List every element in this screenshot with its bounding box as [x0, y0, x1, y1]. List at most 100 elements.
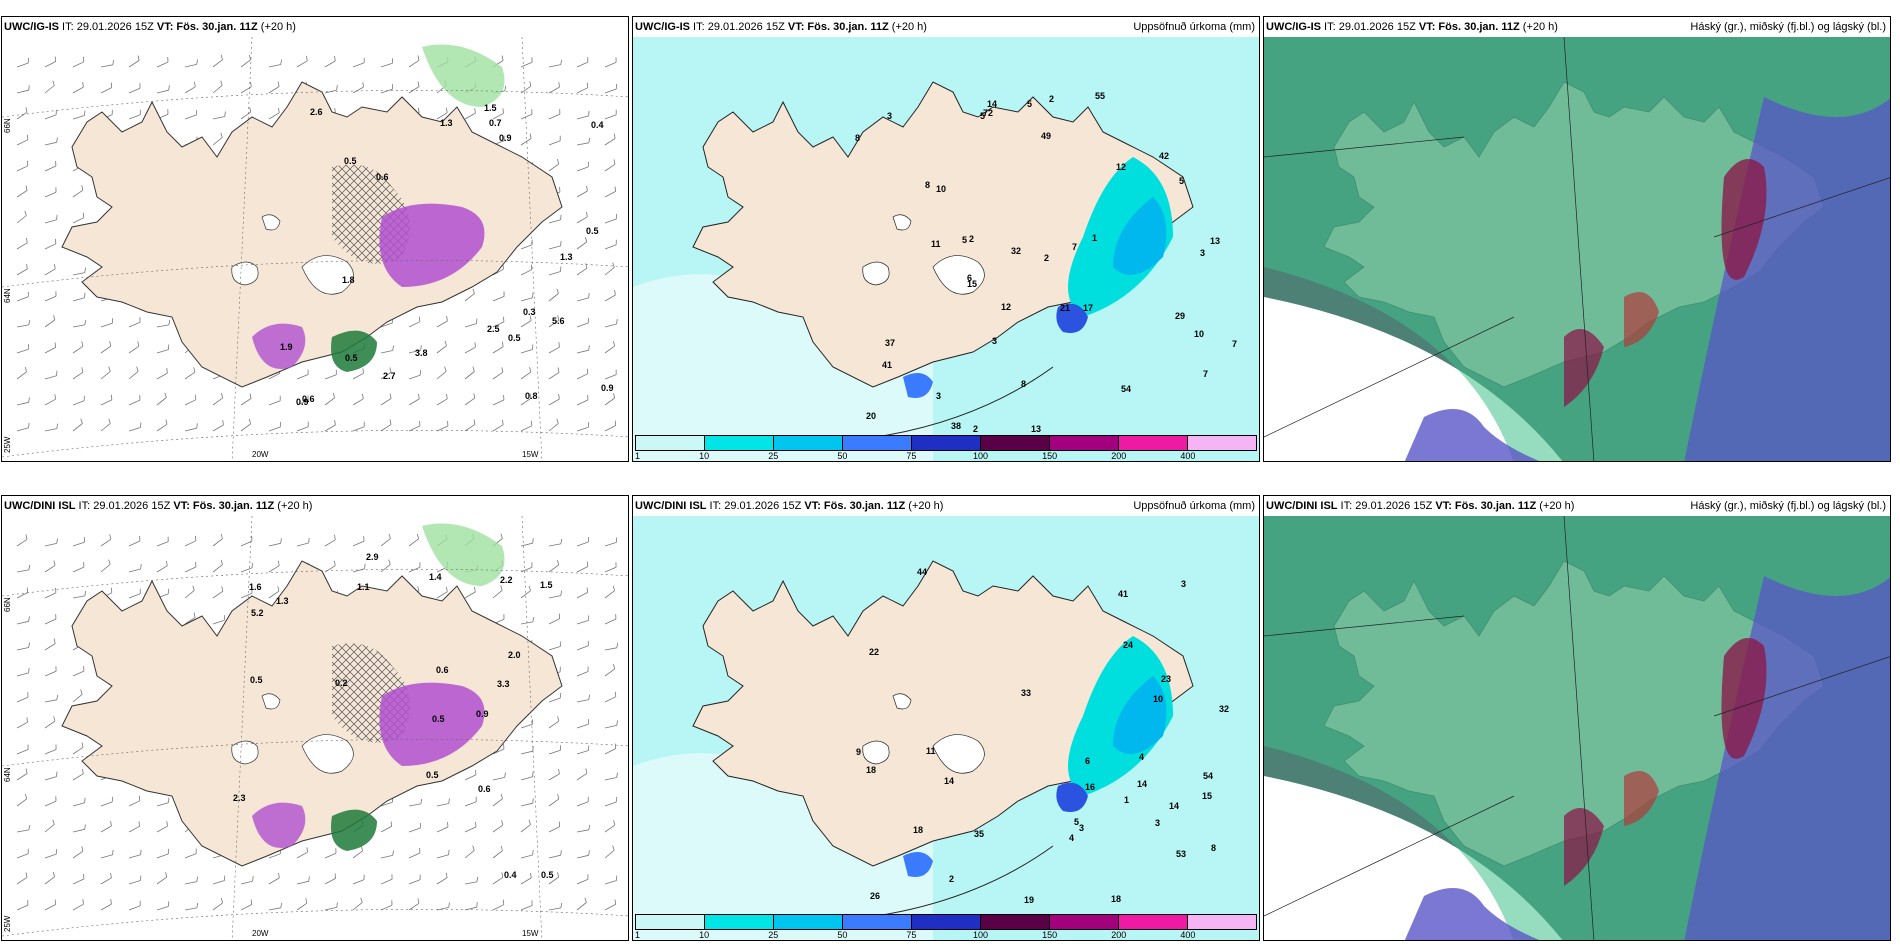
- map-value-label: 0.5: [345, 353, 358, 363]
- model-name: UWC/IG-IS: [1266, 21, 1321, 33]
- init-time: IT: 29.01.2026 15Z: [690, 21, 788, 33]
- colorbar-segment: [705, 436, 774, 450]
- lead-time: (+20 h): [257, 21, 296, 33]
- map-area[interactable]: [1264, 37, 1890, 461]
- map-value-label: 0.9: [499, 133, 512, 143]
- map-value-label: 44: [917, 567, 927, 577]
- colorbar-label: 10: [699, 930, 710, 940]
- high-cloud-dense: [1721, 159, 1767, 280]
- panel-dini-accum-precip: UWC/DINI ISL IT: 29.01.2026 15Z VT: Fös.…: [632, 495, 1260, 941]
- colorbar-label: 100: [973, 930, 989, 940]
- map-value-label: 12: [1001, 302, 1011, 312]
- panel-header: UWC/IG-IS IT: 29.01.2026 15Z VT: Fös. 30…: [2, 17, 628, 37]
- panel-header: UWC/DINI ISL IT: 29.01.2026 15Z VT: Fös.…: [1264, 496, 1890, 516]
- colorbar-label: 400: [1180, 451, 1196, 461]
- colorbar-label: 75: [906, 930, 917, 940]
- map-value-label: 1.5: [540, 580, 553, 590]
- colorbar-segment: [1188, 915, 1256, 929]
- map-value-label: 1.1: [357, 582, 370, 592]
- map-svg: 0.5 1.1 0.5 2.0 0.4 1.4 1.6 2.9 1.3 0.5 0.5 0.2 2.2 2…: [2, 516, 628, 940]
- map-value-label: 1.4: [429, 572, 442, 582]
- svg-text:20W: 20W: [252, 929, 269, 938]
- map-area[interactable]: 3 14 10 4 3 35 41 53 44 32 33 16 11 22 23 24 26 18 18 15 14 5…: [633, 516, 1259, 940]
- map-value-label: 0.3: [523, 307, 536, 317]
- init-time: IT: 29.01.2026 15Z: [75, 500, 174, 512]
- map-value-label: 55: [1095, 91, 1105, 101]
- snow-area: [379, 682, 485, 766]
- colorbar-segment: [981, 436, 1050, 450]
- map-value-label: 0.7: [489, 118, 502, 128]
- panel-dini-clouds: UWC/DINI ISL IT: 29.01.2026 15Z VT: Fös.…: [1263, 495, 1891, 941]
- model-name: UWC/DINI ISL: [635, 500, 707, 512]
- colorbar-label: 400: [1180, 930, 1196, 940]
- panel-right-title: Háský (gr.), miðský (fj.bl.) og lágský (…: [1690, 21, 1886, 33]
- snow-area: [252, 802, 306, 848]
- snow-area: [379, 203, 485, 287]
- map-value-label: 12: [1116, 162, 1126, 172]
- panel-header: UWC/DINI ISL IT: 29.01.2026 15Z VT: Fös.…: [633, 496, 1259, 516]
- colorbar-label: 1: [635, 930, 641, 940]
- colorbar-segment: [912, 915, 981, 929]
- svg-text:66N: 66N: [3, 118, 12, 133]
- map-value-label: 11: [931, 239, 941, 249]
- colorbar-segment: [1050, 915, 1119, 929]
- low-cloud-area: [1404, 409, 1540, 461]
- panel-igis-accum-precip: UWC/IG-IS IT: 29.01.2026 15Z VT: Fös. 30…: [632, 16, 1260, 462]
- map-area[interactable]: 3 2 3 14 17 3 2 2 1 8 54 10 7 3 2 5 38 29 49 42 32 55 72 13 20 21…: [633, 37, 1259, 461]
- map-value-label: 7: [1203, 369, 1208, 379]
- map-value-label: 20: [866, 411, 876, 421]
- map-value-label: 16: [1085, 782, 1095, 792]
- precip-50-75: [1056, 782, 1088, 812]
- map-value-label: 15: [1202, 791, 1212, 801]
- colorbar-segment: [774, 436, 843, 450]
- rain-area: [331, 809, 377, 851]
- map-value-label: 32: [1011, 246, 1021, 256]
- valid-time-label: VT:: [1418, 21, 1436, 33]
- high-cloud-dense: [1564, 329, 1604, 407]
- map-value-label: 4: [1139, 752, 1144, 762]
- panel-right-title: Uppsöfnuð úrkoma (mm): [1133, 500, 1255, 512]
- map-value-label: 5: [962, 235, 967, 245]
- map-value-label: 41: [1118, 589, 1128, 599]
- colorbar-segment: [1050, 436, 1119, 450]
- colorbar-segment: [981, 915, 1050, 929]
- map-area[interactable]: 0.5 1.1 0.5 2.0 0.4 1.4 1.6 2.9 1.3 0.5 0.5 0.2 2.2 2…: [2, 516, 628, 940]
- panel-igis-precip-type: UWC/IG-IS IT: 29.01.2026 15Z VT: Fös. 30…: [1, 16, 629, 462]
- colorbar-label: 200: [1111, 930, 1127, 940]
- map-value-label: 1.3: [560, 252, 573, 262]
- colorbar-legend: 1 10 25 50 75 100 150 200 400: [635, 914, 1257, 940]
- map-svg: [1264, 37, 1890, 461]
- colorbar-label: 200: [1111, 451, 1127, 461]
- iceland-land: [61, 560, 563, 867]
- map-value-label: 15: [967, 279, 977, 289]
- map-value-label: 14: [1137, 779, 1147, 789]
- init-time: IT: 29.01.2026 15Z: [706, 500, 805, 512]
- map-value-label: 1.9: [280, 342, 293, 352]
- map-value-label: 1: [1092, 233, 1097, 243]
- map-value-label: 72: [983, 108, 993, 118]
- precip-25-50: [1113, 676, 1167, 754]
- map-value-label: 7: [1232, 339, 1237, 349]
- panel-igis-clouds: UWC/IG-IS IT: 29.01.2026 15Z VT: Fös. 30…: [1263, 16, 1891, 462]
- map-area[interactable]: 0.5 0.9 0.5 0.7 0.3 0.4 0.5 2.6 1.9 3.8 1.3 1.5 2.7 5…: [2, 37, 628, 461]
- iceland-land: [692, 560, 1194, 867]
- svg-text:66N: 66N: [3, 597, 12, 612]
- map-value-label: 42: [1159, 151, 1169, 161]
- high-cloud-dense: [1721, 638, 1767, 759]
- map-value-label: 2.5: [487, 324, 500, 334]
- map-value-label: 0.2: [335, 678, 348, 688]
- lead-time: (+20 h): [1536, 500, 1575, 512]
- map-value-label: 5: [1027, 99, 1032, 109]
- map-value-label: 0.8: [525, 391, 538, 401]
- colorbar-segment: [1119, 915, 1188, 929]
- panel-header: UWC/IG-IS IT: 29.01.2026 15Z VT: Fös. 30…: [633, 17, 1259, 37]
- map-value-label: 1.6: [249, 582, 262, 592]
- valid-time: Fös. 30.jan. 11Z: [820, 500, 906, 512]
- svg-text:15W: 15W: [522, 929, 539, 938]
- colorbar-label: 150: [1042, 930, 1058, 940]
- colorbar-segment: [1119, 436, 1188, 450]
- iceland-land: [692, 81, 1194, 388]
- map-area[interactable]: [1264, 516, 1890, 940]
